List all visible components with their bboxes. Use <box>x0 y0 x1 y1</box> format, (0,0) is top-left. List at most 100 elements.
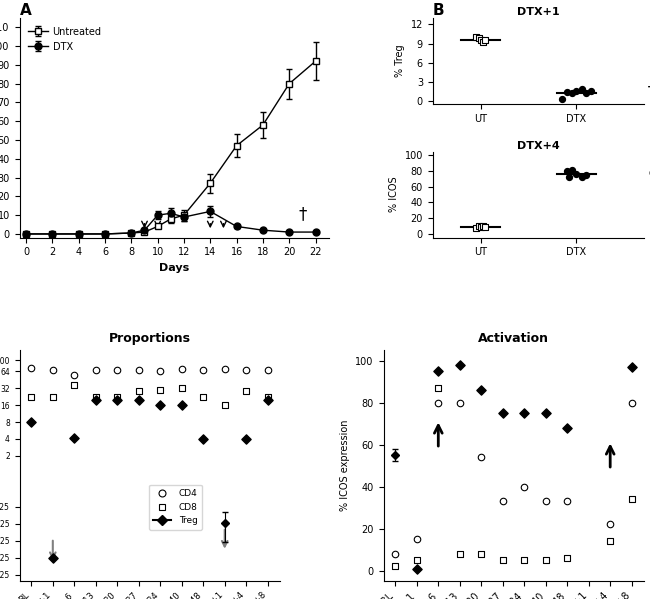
Point <box>577 172 588 181</box>
Point <box>480 35 491 44</box>
Point <box>177 364 187 374</box>
Point <box>471 223 481 232</box>
Point <box>263 365 273 374</box>
Point <box>562 423 573 432</box>
Y-axis label: % ICOS: % ICOS <box>389 177 399 213</box>
Point <box>566 89 577 98</box>
Point <box>519 409 530 418</box>
Point <box>433 383 443 393</box>
Point <box>69 433 79 443</box>
Title: DTX+4: DTX+4 <box>517 141 560 151</box>
Title: Proportions: Proportions <box>109 332 190 345</box>
Point <box>90 392 101 402</box>
Point <box>473 34 484 43</box>
Point <box>198 365 209 374</box>
Point <box>69 370 79 380</box>
Point <box>586 87 596 96</box>
Point <box>390 561 400 571</box>
Point <box>497 497 508 506</box>
Point <box>480 222 491 232</box>
Point <box>627 398 637 407</box>
Text: A: A <box>20 3 31 18</box>
Point <box>478 37 489 47</box>
Point <box>627 362 637 372</box>
Point <box>263 395 273 404</box>
Point <box>241 365 252 374</box>
Point <box>519 482 530 491</box>
Point <box>581 88 592 98</box>
Point <box>577 84 588 94</box>
Point <box>263 392 273 402</box>
Point <box>557 94 567 104</box>
Point <box>177 400 187 410</box>
Point <box>497 555 508 565</box>
Point <box>69 380 79 390</box>
Y-axis label: % ICOS expression: % ICOS expression <box>340 420 350 512</box>
Point <box>454 398 465 407</box>
Y-axis label: % Treg: % Treg <box>395 45 405 77</box>
Point <box>476 452 486 462</box>
Point <box>562 497 573 506</box>
Point <box>411 534 422 544</box>
Text: Treg: Treg <box>648 86 650 96</box>
Point <box>390 549 400 558</box>
Point <box>476 385 486 395</box>
Point <box>411 555 422 565</box>
Point <box>26 418 36 427</box>
Title: DTX+1: DTX+1 <box>517 7 560 17</box>
Point <box>476 549 486 558</box>
Point <box>519 555 530 565</box>
Point <box>26 392 36 402</box>
Point <box>90 365 101 374</box>
Point <box>47 553 58 562</box>
Point <box>475 35 486 45</box>
Point <box>112 392 122 402</box>
Legend: CD4, CD8, Treg: CD4, CD8, Treg <box>149 485 202 530</box>
Point <box>133 395 144 404</box>
Point <box>478 222 489 231</box>
Point <box>566 165 577 174</box>
Point <box>433 367 443 376</box>
Point <box>198 392 209 402</box>
Point <box>454 549 465 558</box>
Point <box>605 519 616 529</box>
Point <box>241 386 252 396</box>
Text: †: † <box>298 205 307 223</box>
Point <box>411 565 422 574</box>
Point <box>627 494 637 504</box>
Legend: Untreated, DTX: Untreated, DTX <box>24 23 105 56</box>
Point <box>564 173 574 182</box>
Point <box>475 222 486 232</box>
Text: CD8: CD8 <box>648 169 650 179</box>
Point <box>541 555 551 565</box>
Point <box>571 170 582 179</box>
Point <box>473 221 484 231</box>
Point <box>241 434 252 444</box>
Point <box>541 409 551 418</box>
Point <box>155 366 166 376</box>
Point <box>26 364 36 373</box>
Point <box>112 395 122 404</box>
Point <box>155 400 166 410</box>
Point <box>497 409 508 418</box>
Point <box>112 365 122 374</box>
Point <box>541 497 551 506</box>
Point <box>220 400 230 410</box>
Point <box>562 167 572 176</box>
Point <box>571 86 582 95</box>
Point <box>581 170 592 180</box>
Point <box>433 398 443 407</box>
Point <box>133 386 144 396</box>
Text: B: B <box>433 3 445 18</box>
Point <box>155 385 166 395</box>
Point <box>133 365 144 374</box>
Point <box>90 395 101 404</box>
Point <box>198 434 209 444</box>
Point <box>47 365 58 374</box>
Point <box>562 553 573 562</box>
Point <box>454 360 465 370</box>
Point <box>471 32 481 42</box>
X-axis label: Days: Days <box>159 263 189 273</box>
Point <box>47 392 58 402</box>
Point <box>220 364 230 374</box>
